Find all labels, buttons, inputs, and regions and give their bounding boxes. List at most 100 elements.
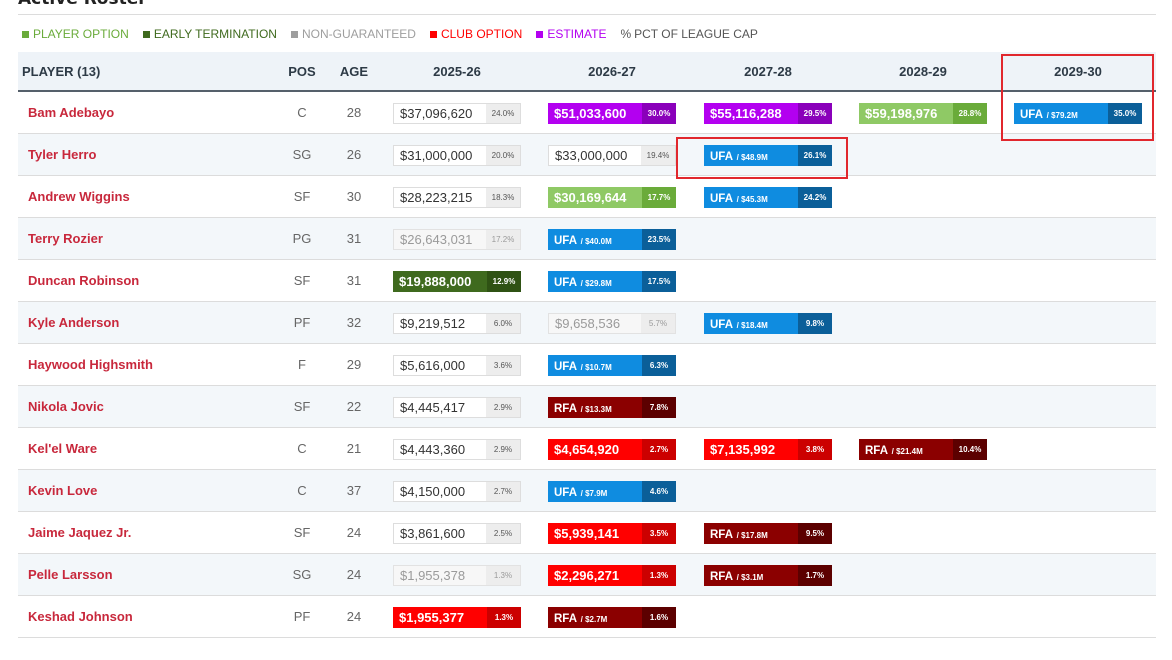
- header-season[interactable]: 2025-26: [433, 64, 481, 79]
- cap-percent: 7.8%: [642, 397, 676, 418]
- legend-item: CLUB OPTION: [429, 27, 522, 41]
- contract-cell-guaranteed[interactable]: $28,223,215 18.3%: [393, 187, 521, 208]
- contract-cell-guaranteed[interactable]: $37,096,620 24.0%: [393, 103, 521, 124]
- salary-amount: $4,654,920: [554, 442, 620, 457]
- legend-item: PLAYER OPTION: [22, 27, 129, 41]
- contract-cell-guaranteed[interactable]: $33,000,000 19.4%: [548, 145, 676, 166]
- contract-cell-guaranteed[interactable]: $5,616,000 3.6%: [393, 355, 521, 376]
- contract-cell-estimate[interactable]: $51,033,600 30.0%: [548, 103, 676, 124]
- contract-cell-non-guaranteed[interactable]: $9,658,536 5.7%: [548, 313, 676, 334]
- header-age[interactable]: AGE: [339, 64, 369, 79]
- contract-cell-player-option[interactable]: $30,169,644 17.7%: [548, 187, 676, 208]
- contract-cell-early-termination[interactable]: $19,888,000 12.9%: [393, 271, 521, 292]
- contract-cell-club-option[interactable]: $4,654,920 2.7%: [548, 439, 676, 460]
- contract-cell-estimate[interactable]: $55,116,288 29.5%: [704, 103, 832, 124]
- player-name-link[interactable]: Duncan Robinson: [28, 273, 140, 288]
- free-agency-status: RFA / $3.1M: [704, 565, 798, 586]
- player-name-link[interactable]: Haywood Highsmith: [28, 357, 153, 372]
- contract-cell-rfa[interactable]: RFA / $21.4M 10.4%: [859, 439, 987, 460]
- player-name-link[interactable]: Nikola Jovic: [28, 399, 104, 414]
- player-position: SG: [292, 147, 312, 162]
- header-season[interactable]: 2026-27: [588, 64, 636, 79]
- salary-amount: $3,861,600: [400, 526, 466, 541]
- player-age: 31: [346, 273, 362, 288]
- player-age: 28: [346, 105, 362, 120]
- contract-cell-guaranteed[interactable]: $4,150,000 2.7%: [393, 481, 521, 502]
- contract-cell-ufa[interactable]: UFA / $40.0M 23.5%: [548, 229, 676, 250]
- cap-percent: 29.5%: [798, 103, 832, 124]
- cap-percent: 28.8%: [953, 103, 987, 124]
- free-agency-status: RFA / $13.3M: [548, 397, 642, 418]
- salary-amount: $19,888,000: [399, 274, 472, 289]
- cap-percent: 1.7%: [798, 565, 832, 586]
- player-age: 22: [346, 399, 362, 414]
- contract-cell-rfa[interactable]: RFA / $2.7M 1.6%: [548, 607, 676, 628]
- header-season[interactable]: 2027-28: [744, 64, 792, 79]
- contract-cell-player-option[interactable]: $59,198,976 28.8%: [859, 103, 987, 124]
- player-name-link[interactable]: Terry Rozier: [28, 231, 103, 246]
- salary-amount: $51,033,600: [554, 106, 627, 121]
- header-season[interactable]: 2028-29: [899, 64, 947, 79]
- fa-type: RFA: [865, 445, 888, 457]
- player-name-link[interactable]: Kyle Anderson: [28, 315, 120, 330]
- player-name-link[interactable]: Kel'el Ware: [28, 441, 98, 456]
- title-divider: [18, 14, 1156, 15]
- player-name-link[interactable]: Pelle Larsson: [28, 567, 113, 582]
- contract-cell-guaranteed[interactable]: $31,000,000 20.0%: [393, 145, 521, 166]
- contract-cell-ufa[interactable]: UFA / $45.3M 24.2%: [704, 187, 832, 208]
- cap-percent: 17.2%: [486, 230, 520, 249]
- legend-label: PCT OF LEAGUE CAP: [634, 27, 758, 41]
- salary-amount: $5,616,000: [400, 358, 466, 373]
- player-name-link[interactable]: Bam Adebayo: [28, 105, 115, 120]
- salary-amount: $2,296,271: [554, 568, 620, 583]
- contract-cell-ufa[interactable]: UFA / $7.9M 4.6%: [548, 481, 676, 502]
- player-age: 32: [346, 315, 362, 330]
- fa-cap-hold: / $13.3M: [580, 405, 612, 414]
- contract-cell-ufa[interactable]: UFA / $29.8M 17.5%: [548, 271, 676, 292]
- cap-percent: 24.2%: [798, 187, 832, 208]
- legend-swatch-icon: [22, 30, 29, 38]
- fa-cap-hold: / $7.9M: [580, 489, 608, 498]
- player-age: 30: [346, 189, 362, 204]
- header-player[interactable]: PLAYER (13): [22, 64, 101, 79]
- contract-cell-rfa[interactable]: RFA / $13.3M 7.8%: [548, 397, 676, 418]
- contract-cell-guaranteed[interactable]: $9,219,512 6.0%: [393, 313, 521, 334]
- contract-cell-guaranteed[interactable]: $4,445,417 2.9%: [393, 397, 521, 418]
- salary-amount: $37,096,620: [400, 106, 473, 121]
- salary-amount: $9,219,512: [400, 316, 466, 331]
- contract-cell-ufa[interactable]: UFA / $48.9M 26.1%: [704, 145, 832, 166]
- contract-cell-guaranteed[interactable]: $4,443,360 2.9%: [393, 439, 521, 460]
- player-name-link[interactable]: Tyler Herro: [28, 147, 97, 162]
- contract-cell-non-guaranteed[interactable]: $1,955,378 1.3%: [393, 565, 521, 586]
- header-pos[interactable]: POS: [288, 64, 316, 79]
- contract-cell-club-option[interactable]: $2,296,271 1.3%: [548, 565, 676, 586]
- contract-cell-club-option[interactable]: $1,955,377 1.3%: [393, 607, 521, 628]
- player-age: 21: [346, 441, 362, 456]
- fa-type: UFA: [710, 319, 733, 331]
- salary-amount: $4,445,417: [400, 400, 466, 415]
- player-name-link[interactable]: Kevin Love: [28, 483, 98, 498]
- fa-type: RFA: [710, 529, 733, 541]
- contract-cell-ufa[interactable]: UFA / $18.4M 9.8%: [704, 313, 832, 334]
- cap-percent: 9.5%: [798, 523, 832, 544]
- cap-percent: 17.7%: [642, 187, 676, 208]
- contract-cell-ufa[interactable]: UFA / $10.7M 6.3%: [548, 355, 676, 376]
- contract-cell-club-option[interactable]: $5,939,141 3.5%: [548, 523, 676, 544]
- cap-percent: 2.5%: [486, 524, 520, 543]
- contract-cell-non-guaranteed[interactable]: $26,643,031 17.2%: [393, 229, 521, 250]
- header-season[interactable]: 2029-30: [1054, 64, 1102, 79]
- player-name-link[interactable]: Keshad Johnson: [28, 609, 133, 624]
- player-name-link[interactable]: Jaime Jaquez Jr.: [28, 525, 132, 540]
- cap-percent: 1.6%: [642, 607, 676, 628]
- contract-cell-guaranteed[interactable]: $3,861,600 2.5%: [393, 523, 521, 544]
- cap-percent: 3.5%: [642, 523, 676, 544]
- player-name-link[interactable]: Andrew Wiggins: [28, 189, 130, 204]
- contract-cell-rfa[interactable]: RFA / $3.1M 1.7%: [704, 565, 832, 586]
- section-title: Active Roster: [18, 0, 147, 9]
- contract-cell-rfa[interactable]: RFA / $17.8M 9.5%: [704, 523, 832, 544]
- legend-item: ESTIMATE: [536, 27, 606, 41]
- contract-cell-club-option[interactable]: $7,135,992 3.8%: [704, 439, 832, 460]
- contract-cell-ufa[interactable]: UFA / $79.2M 35.0%: [1014, 103, 1142, 124]
- table-header: PLAYER (13) POS AGE 2025-26 2026-27 2027…: [18, 52, 1156, 92]
- player-position: PF: [293, 609, 311, 624]
